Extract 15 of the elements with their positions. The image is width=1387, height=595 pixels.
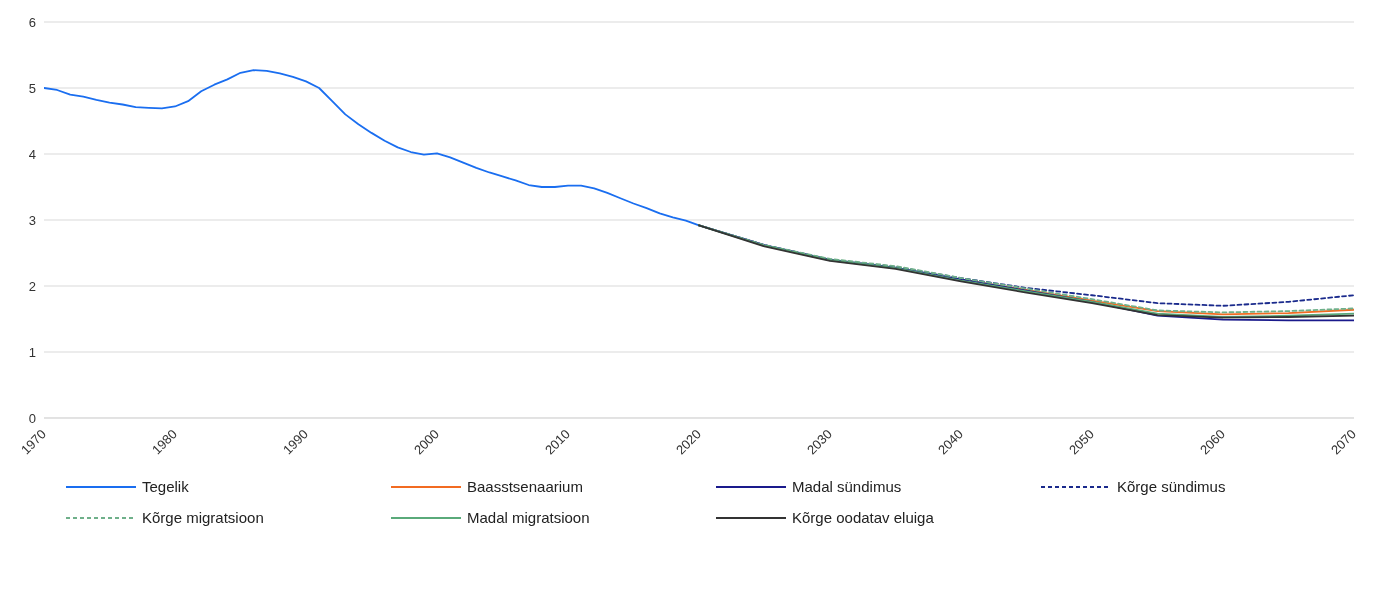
- legend-label: Kõrge oodatav eluiga: [792, 509, 934, 526]
- legend-label: Baasstsenaarium: [467, 478, 583, 495]
- legend-label: Madal migratsioon: [467, 509, 590, 526]
- legend-label: Kõrge sündimus: [1117, 478, 1226, 495]
- legend-label: Kõrge migratsioon: [142, 509, 264, 526]
- y-tick-label: 2: [28, 278, 36, 294]
- y-tick-label: 1: [28, 344, 36, 360]
- y-tick-label: 5: [28, 80, 36, 96]
- y-tick-label: 0: [28, 410, 36, 426]
- y-tick-label: 4: [28, 146, 36, 162]
- legend-label: Madal sündimus: [792, 478, 902, 495]
- line-series: [44, 69, 700, 227]
- legend-label: Tegelik: [142, 478, 189, 495]
- y-tick-label: 6: [28, 14, 36, 30]
- y-tick-label: 3: [28, 212, 36, 228]
